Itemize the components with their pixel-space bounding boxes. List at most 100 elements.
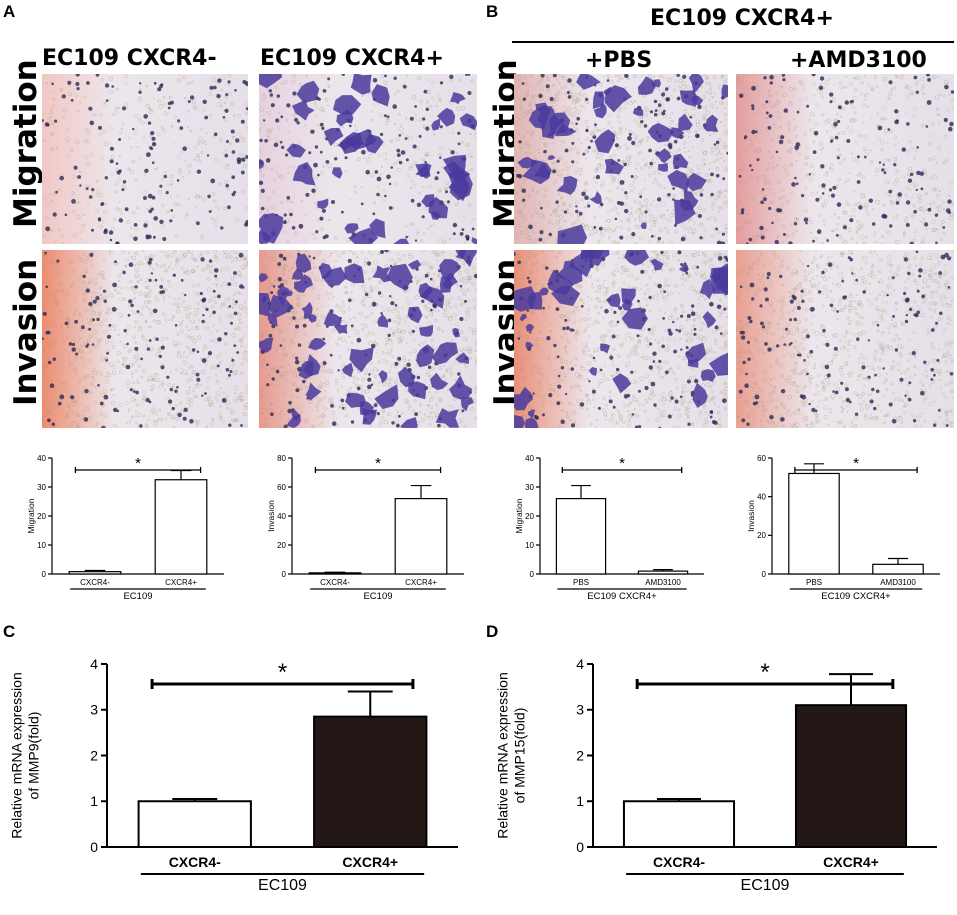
y-tick-label: 2 bbox=[576, 747, 584, 763]
a-header-cxcr4-pos: EC109 CXCR4+ bbox=[260, 46, 444, 71]
a-row-label-migration: Migration bbox=[8, 59, 44, 228]
category-label: AMD3100 bbox=[645, 578, 681, 587]
b-migration-amd3100-svg bbox=[736, 74, 954, 244]
group-label: EC109 bbox=[741, 877, 790, 894]
significance-marker: * bbox=[278, 659, 287, 686]
y-tick-label: 20 bbox=[277, 541, 286, 550]
b-invasion-pbs-svg bbox=[514, 250, 728, 428]
b-invasion-pbs-image bbox=[514, 250, 728, 428]
category-label: CXCR4+ bbox=[823, 854, 879, 870]
y-tick-label: 60 bbox=[757, 454, 766, 463]
panel-letter-a: A bbox=[3, 2, 15, 22]
significance-marker: * bbox=[135, 455, 141, 472]
bar-cxcr4- bbox=[314, 717, 426, 847]
y-tick-label: 30 bbox=[37, 483, 46, 492]
group-label: EC109 bbox=[363, 591, 392, 602]
b-invasion-chart: 0 20 40 60 Invasion PBS AMD3100 EC109 CXCR4+ * bbox=[720, 436, 956, 611]
bar-amd3100 bbox=[638, 571, 687, 574]
a-migration-cxcr4-pos-svg bbox=[259, 74, 477, 244]
y-tick-label: 1 bbox=[576, 793, 584, 809]
b-group-header: EC109 CXCR4+ bbox=[650, 6, 834, 31]
y-tick-label: 4 bbox=[576, 656, 584, 672]
y-axis-label: Migration bbox=[26, 498, 36, 533]
a-invasion-cxcr4-pos-image bbox=[259, 250, 477, 428]
a-invasion-cxcr4-neg-image bbox=[42, 250, 248, 428]
bar-cxcr4- bbox=[395, 499, 447, 574]
y-tick-label: 20 bbox=[757, 531, 766, 540]
bar-cxcr4- bbox=[796, 705, 906, 847]
y-axis-label: Relative mRNA expressionof MMP9(fold) bbox=[9, 672, 42, 839]
y-axis-label: Migration bbox=[514, 498, 524, 533]
y-tick-label: 10 bbox=[525, 541, 534, 550]
significance-marker: * bbox=[853, 455, 859, 472]
y-tick-label: 0 bbox=[576, 839, 584, 855]
a-migration-cxcr4-pos-image bbox=[259, 74, 477, 244]
y-tick-label: 3 bbox=[90, 702, 98, 718]
y-tick-label: 0 bbox=[762, 570, 767, 579]
b-migration-pbs-svg bbox=[514, 74, 728, 244]
category-label: AMD3100 bbox=[880, 578, 916, 587]
y-tick-label: 0 bbox=[90, 839, 98, 855]
y-tick-label: 80 bbox=[277, 454, 286, 463]
c-mmp9-chart: 0 1 2 3 4 Relative mRNA expressionof MMP9(fol… bbox=[0, 630, 478, 910]
y-axis-label: Invasion bbox=[746, 500, 756, 532]
y-tick-label: 1 bbox=[90, 793, 98, 809]
bar-cxcr4- bbox=[155, 480, 207, 574]
bar-amd3100 bbox=[873, 564, 923, 574]
a-header-cxcr4-neg: EC109 CXCR4- bbox=[42, 46, 217, 71]
y-tick-label: 4 bbox=[90, 656, 98, 672]
y-tick-label: 2 bbox=[90, 747, 98, 763]
b-migration-chart: 0 10 20 30 40 Migration PBS AMD3100 EC109 CXCR4+… bbox=[488, 436, 720, 611]
bar-cxcr4- bbox=[309, 573, 361, 574]
y-tick-label: 3 bbox=[576, 702, 584, 718]
y-tick-label: 40 bbox=[37, 454, 46, 463]
y-tick-label: 0 bbox=[530, 570, 535, 579]
group-label: EC109 CXCR4+ bbox=[821, 591, 891, 602]
category-label: CXCR4+ bbox=[342, 854, 398, 870]
category-label: CXCR4- bbox=[169, 854, 221, 870]
a-invasion-chart: 0 20 40 60 80 Invasion CXCR4- CXCR4+ EC109 * bbox=[240, 436, 480, 611]
category-label: PBS bbox=[806, 578, 822, 587]
b-group-underline bbox=[512, 41, 954, 43]
b-header-pbs: +PBS bbox=[585, 48, 652, 73]
y-axis-label: Relative mRNA expressionof MMP15(fold) bbox=[495, 672, 528, 839]
category-label: CXCR4+ bbox=[405, 578, 437, 587]
y-tick-label: 0 bbox=[282, 570, 287, 579]
bar-cxcr4- bbox=[69, 572, 121, 574]
a-invasion-cxcr4-neg-svg bbox=[42, 250, 248, 428]
bar-cxcr4- bbox=[139, 801, 251, 847]
y-tick-label: 60 bbox=[277, 483, 286, 492]
group-label: EC109 CXCR4+ bbox=[587, 591, 657, 602]
category-label: PBS bbox=[573, 578, 589, 587]
b-migration-amd3100-image bbox=[736, 74, 954, 244]
b-migration-pbs-image bbox=[514, 74, 728, 244]
y-tick-label: 20 bbox=[525, 512, 534, 521]
significance-marker: * bbox=[760, 659, 769, 686]
bar-pbs bbox=[556, 499, 605, 574]
b-invasion-amd3100-svg bbox=[736, 250, 954, 428]
b-header-amd3100: +AMD3100 bbox=[790, 48, 927, 73]
b-invasion-amd3100-image bbox=[736, 250, 954, 428]
y-tick-label: 10 bbox=[37, 541, 46, 550]
y-tick-label: 20 bbox=[37, 512, 46, 521]
a-migration-cxcr4-neg-image bbox=[42, 74, 248, 244]
y-tick-label: 30 bbox=[525, 483, 534, 492]
bar-pbs bbox=[789, 473, 839, 574]
category-label: CXCR4- bbox=[653, 854, 705, 870]
significance-marker: * bbox=[375, 455, 381, 472]
category-label: CXCR4- bbox=[320, 578, 350, 587]
y-tick-label: 0 bbox=[42, 570, 47, 579]
y-tick-label: 40 bbox=[525, 454, 534, 463]
d-mmp15-chart: 0 1 2 3 4 Relative mRNA expressionof MMP15(fo… bbox=[486, 630, 957, 910]
bar-cxcr4- bbox=[624, 801, 734, 847]
y-axis-label: Invasion bbox=[266, 500, 276, 532]
y-tick-label: 40 bbox=[277, 512, 286, 521]
a-invasion-cxcr4-pos-svg bbox=[259, 250, 477, 428]
a-migration-cxcr4-neg-svg bbox=[42, 74, 248, 244]
group-label: EC109 bbox=[123, 591, 152, 602]
significance-marker: * bbox=[619, 455, 625, 472]
category-label: CXCR4- bbox=[80, 578, 110, 587]
y-tick-label: 40 bbox=[757, 492, 766, 501]
group-label: EC109 bbox=[258, 877, 307, 894]
